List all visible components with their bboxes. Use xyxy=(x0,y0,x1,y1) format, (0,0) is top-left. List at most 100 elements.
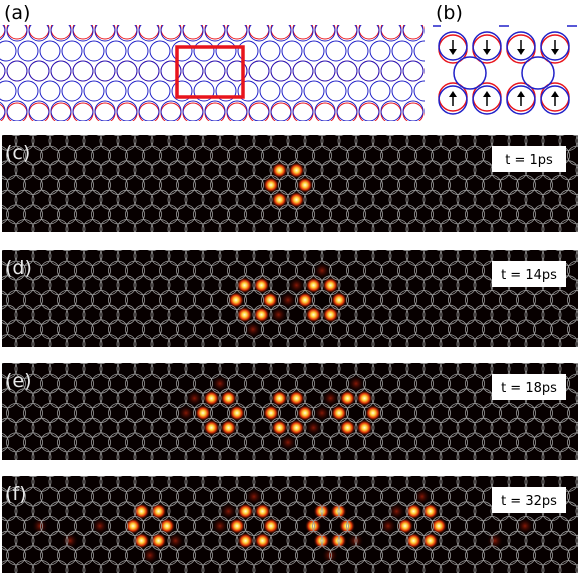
ring xyxy=(99,334,120,347)
ring xyxy=(14,388,35,409)
ring xyxy=(82,135,103,151)
ring xyxy=(482,432,502,453)
ring xyxy=(82,363,103,379)
ring-blue xyxy=(314,100,336,121)
ring xyxy=(142,175,162,195)
panel-label: (a) xyxy=(4,2,30,24)
ring xyxy=(346,545,366,566)
ring xyxy=(244,545,264,566)
ring xyxy=(422,560,443,573)
ring xyxy=(244,319,264,340)
ring xyxy=(473,447,494,460)
mode-glow xyxy=(271,191,288,208)
ring xyxy=(235,388,256,409)
ring xyxy=(337,304,358,325)
ring xyxy=(45,363,55,365)
ring xyxy=(524,189,545,210)
ring xyxy=(40,260,60,281)
ring xyxy=(439,530,460,551)
ring xyxy=(439,304,460,325)
ring xyxy=(116,530,137,551)
ring xyxy=(74,290,94,310)
ring xyxy=(176,290,196,310)
ring xyxy=(303,388,324,409)
ring xyxy=(487,250,497,252)
ring xyxy=(261,175,281,195)
ring-blue xyxy=(17,40,39,62)
ring xyxy=(414,403,434,423)
ring xyxy=(82,275,103,296)
ring-blue xyxy=(336,60,358,82)
ring xyxy=(405,334,426,347)
arrow-head xyxy=(551,91,559,97)
ring xyxy=(470,363,480,365)
ring xyxy=(567,175,578,195)
ring xyxy=(354,135,375,151)
mode-glow xyxy=(331,292,347,308)
ring-blue xyxy=(292,25,314,42)
ring xyxy=(6,175,26,195)
ring-red xyxy=(358,25,380,40)
ring xyxy=(82,334,103,347)
mode-glow xyxy=(220,419,237,436)
ring xyxy=(363,545,383,566)
ring-blue xyxy=(259,80,281,102)
ring xyxy=(269,334,290,347)
ring xyxy=(82,250,103,266)
ring xyxy=(159,516,179,536)
ring xyxy=(380,175,400,195)
ring xyxy=(159,545,179,566)
ring-red xyxy=(94,102,116,121)
ring xyxy=(487,135,497,137)
ring xyxy=(218,447,239,460)
ring xyxy=(473,219,494,232)
ring xyxy=(218,388,239,409)
ring xyxy=(108,373,128,394)
ring xyxy=(524,560,545,573)
ring xyxy=(397,290,417,310)
ring-blue xyxy=(424,67,425,75)
ring-blue xyxy=(50,60,72,82)
ring xyxy=(575,337,578,347)
mode-glow xyxy=(313,503,330,520)
ring xyxy=(65,275,86,296)
ring xyxy=(269,219,290,232)
ring xyxy=(286,250,307,266)
ring xyxy=(99,250,120,266)
ring-blue xyxy=(50,100,72,121)
ring xyxy=(504,135,514,137)
ring xyxy=(337,530,358,551)
ring xyxy=(57,403,77,423)
ring xyxy=(14,304,35,325)
ring xyxy=(210,432,230,453)
ring xyxy=(278,204,298,225)
ring xyxy=(303,447,324,460)
ring xyxy=(456,447,477,460)
ring xyxy=(300,363,310,365)
ring xyxy=(82,476,103,492)
ring xyxy=(108,204,128,225)
ring xyxy=(28,476,38,478)
ring-red xyxy=(402,102,424,121)
ring xyxy=(405,388,426,409)
ring xyxy=(368,363,378,365)
ring xyxy=(334,250,344,252)
ring xyxy=(414,545,434,566)
ring xyxy=(371,501,392,522)
ring xyxy=(337,250,358,266)
ring xyxy=(448,516,468,536)
ring xyxy=(456,501,477,522)
ring xyxy=(405,447,426,460)
ring xyxy=(541,334,562,347)
ring xyxy=(334,476,344,478)
ring xyxy=(329,486,349,507)
ring-blue xyxy=(248,60,270,82)
ring xyxy=(286,388,307,409)
ring xyxy=(405,219,426,232)
ring xyxy=(31,250,52,266)
ring xyxy=(354,334,375,347)
ring xyxy=(244,204,264,225)
ring xyxy=(354,417,375,438)
ring xyxy=(499,432,519,453)
ring xyxy=(14,189,35,210)
